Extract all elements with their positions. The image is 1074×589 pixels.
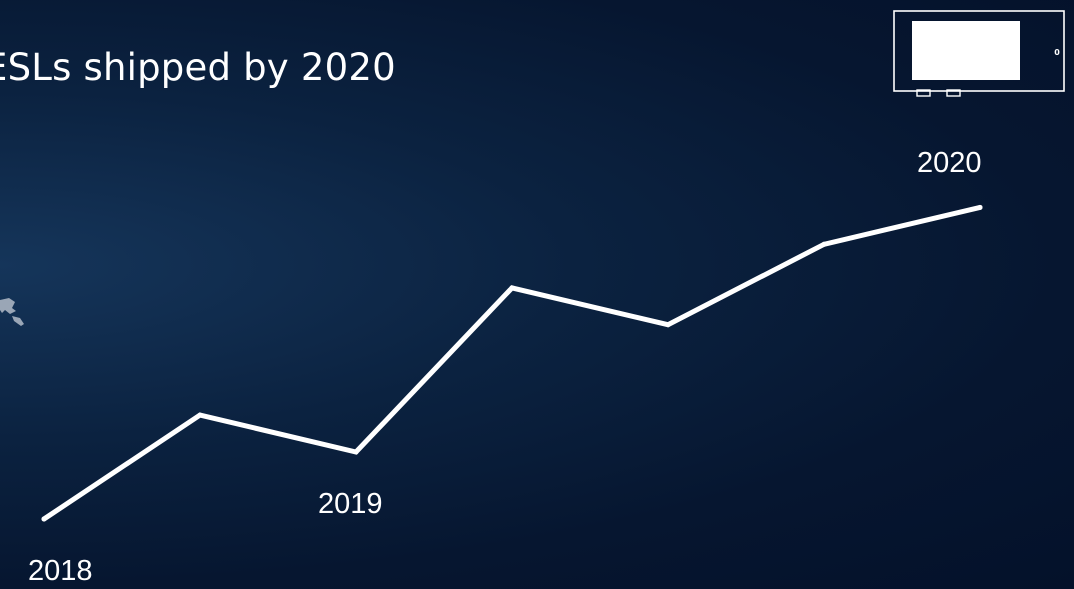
year-label-2018: 2018 [28, 555, 93, 587]
esl-foot-left [916, 89, 931, 97]
data-point [197, 412, 203, 418]
esl-screen [912, 21, 1020, 80]
esl-foot-right [946, 89, 961, 97]
data-point [977, 204, 983, 210]
esl-screen-value: 0 [1054, 48, 1060, 57]
data-point [821, 241, 827, 247]
esl-tag-icon: 0 [893, 10, 1065, 97]
year-label-2020: 2020 [917, 147, 982, 180]
esl-frame [893, 10, 1065, 92]
chart-title: ESLs shipped by 2020 [0, 46, 396, 89]
series-line [41, 204, 983, 522]
year-label-2019: 2019 [318, 488, 383, 520]
data-point [353, 449, 359, 455]
data-point [509, 285, 515, 291]
map-fragment-icon [0, 298, 24, 326]
data-point [41, 516, 47, 522]
data-point [665, 322, 671, 328]
